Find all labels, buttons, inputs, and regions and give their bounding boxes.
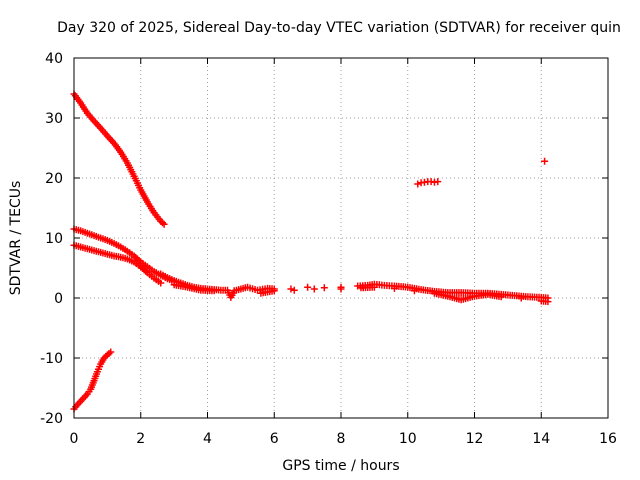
series-arc-isolated-point <box>541 157 549 165</box>
x-tick-label: 8 <box>337 431 346 447</box>
data-point-marker <box>541 157 549 165</box>
x-tick-label: 4 <box>203 431 212 447</box>
series-arc-isolated-high <box>414 178 442 188</box>
y-tick-label: 30 <box>45 111 63 127</box>
data-point-marker <box>414 180 422 188</box>
data-point-marker <box>337 285 345 293</box>
y-tick-label: 40 <box>45 51 63 67</box>
data-point-marker <box>320 284 328 292</box>
data-point-marker <box>290 286 298 294</box>
x-tick-label: 0 <box>70 431 79 447</box>
chart-title: Day 320 of 2025, Sidereal Day-to-day VTE… <box>57 20 621 36</box>
y-tick-label: 20 <box>45 171 63 187</box>
data-point-marker <box>160 220 168 228</box>
x-tick-label: 6 <box>270 431 279 447</box>
x-axis-label: GPS time / hours <box>282 458 399 474</box>
data-point-marker <box>517 294 525 302</box>
x-tick-label: 10 <box>399 431 417 447</box>
x-tick-label: 2 <box>136 431 145 447</box>
data-point-marker <box>270 287 278 295</box>
axis-ticks: 0 2 4 6 8 10 12 14 16 -20 -10 0 10 20 30 40 <box>40 51 617 447</box>
x-tick-label: 12 <box>466 431 484 447</box>
x-tick-label: 16 <box>599 431 617 447</box>
series-arc-high-descending <box>70 90 168 228</box>
data-point-marker <box>390 284 398 292</box>
x-tick-label: 14 <box>532 431 550 447</box>
y-tick-label: 0 <box>54 291 63 307</box>
data-point-marker <box>434 178 442 186</box>
data-point-marker <box>497 293 505 301</box>
series-arc-secondary-baseline <box>170 281 552 306</box>
data-point-marker <box>544 298 552 306</box>
data-point-marker <box>304 283 312 291</box>
y-axis-label: SDTVAR / TECUs <box>8 181 24 296</box>
data-point-marker <box>210 287 218 295</box>
data-point-marker <box>157 279 165 287</box>
data-point-marker <box>370 283 378 291</box>
data-point-marker <box>410 287 418 295</box>
grid-lines <box>74 58 608 418</box>
y-tick-label: -10 <box>40 351 63 367</box>
data-point-marker <box>107 348 115 356</box>
y-tick-label: -20 <box>40 411 63 427</box>
series-arc-lower-middle <box>70 241 165 287</box>
data-point-marker <box>310 285 318 293</box>
series-arc-negative-rising <box>70 348 115 413</box>
data-points <box>70 90 552 413</box>
data-point-marker <box>287 285 295 293</box>
y-tick-label: 10 <box>45 231 63 247</box>
